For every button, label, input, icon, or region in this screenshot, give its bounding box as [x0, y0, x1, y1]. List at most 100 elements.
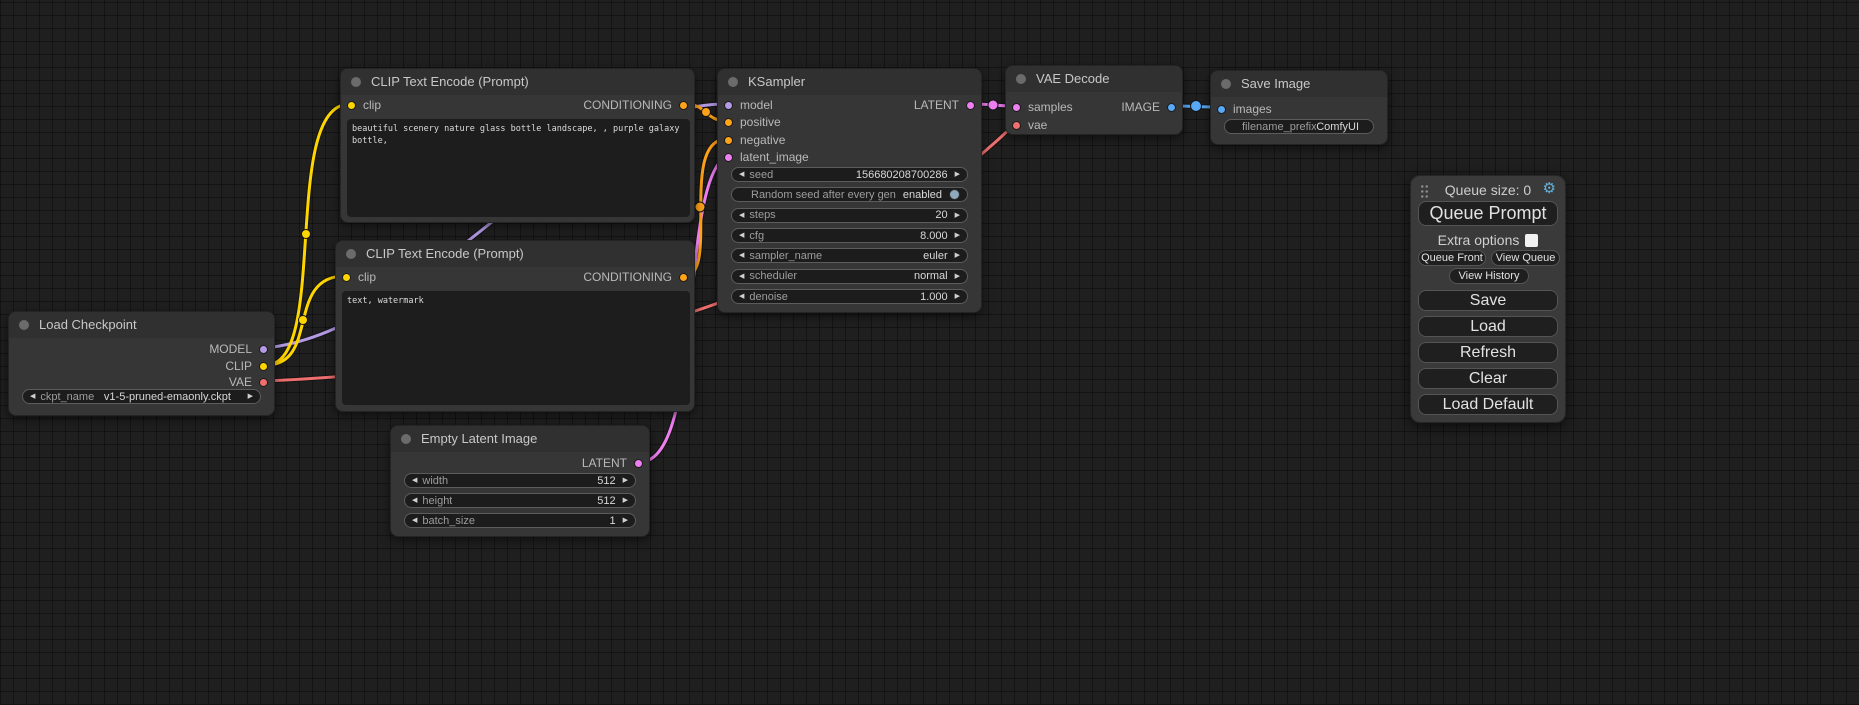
input-pin-negative[interactable]	[724, 135, 733, 145]
output-latent: LATENT	[914, 98, 975, 112]
node-load-checkpoint[interactable]: Load Checkpoint MODEL CLIP VAE ◀ ckpt_na…	[8, 311, 275, 416]
extra-options-row: Extra options	[1411, 232, 1565, 248]
link-dot[interactable]	[298, 315, 308, 325]
collapse-dot-icon[interactable]	[401, 434, 411, 444]
collapse-dot-icon[interactable]	[19, 320, 29, 330]
next-value-icon[interactable]: ▶	[954, 252, 960, 259]
collapse-dot-icon[interactable]	[1016, 74, 1026, 84]
collapse-dot-icon[interactable]	[728, 77, 738, 87]
clear-button[interactable]: Clear	[1418, 368, 1558, 389]
input-pin-vae[interactable]	[1012, 120, 1021, 130]
collapse-dot-icon[interactable]	[346, 249, 356, 259]
collapse-dot-icon[interactable]	[1221, 79, 1231, 89]
output-pin-conditioning[interactable]	[679, 272, 688, 282]
decrement-icon[interactable]: ◀	[412, 497, 418, 504]
output-latent: LATENT	[582, 456, 643, 470]
increment-icon[interactable]: ▶	[954, 171, 960, 178]
decrement-icon[interactable]: ◀	[739, 171, 745, 178]
decrement-icon[interactable]: ◀	[412, 477, 418, 484]
next-value-icon[interactable]: ▶	[954, 272, 960, 280]
widget-ckpt-name[interactable]: ◀ ckpt_name v1-5-pruned-emaonly.ckpt ▶	[22, 389, 261, 404]
refresh-button[interactable]: Refresh	[1418, 342, 1558, 363]
link-dot[interactable]	[701, 107, 711, 117]
widget-height[interactable]: ◀ height 512 ▶	[404, 493, 636, 508]
node-clip-text-encode-positive[interactable]: CLIP Text Encode (Prompt) clip CONDITION…	[340, 68, 695, 223]
widget-seed[interactable]: ◀ seed 156680208700286 ▶	[731, 167, 968, 182]
input-pin-clip[interactable]	[342, 272, 351, 282]
queue-front-button[interactable]: Queue Front	[1418, 250, 1486, 266]
input-pin-positive[interactable]	[724, 117, 733, 127]
widget-denoise[interactable]: ◀ denoise 1.000 ▶	[731, 289, 968, 304]
view-queue-button[interactable]: View Queue	[1491, 250, 1560, 266]
prompt-textarea[interactable]: text, watermark	[342, 291, 690, 405]
output-pin-latent[interactable]	[966, 100, 975, 110]
prev-value-icon[interactable]: ◀	[739, 272, 745, 280]
widget-width[interactable]: ◀ width 512 ▶	[404, 473, 636, 488]
output-pin-model[interactable]	[259, 344, 268, 354]
node-clip-text-encode-negative[interactable]: CLIP Text Encode (Prompt) clip CONDITION…	[335, 240, 695, 412]
widget-sampler-name[interactable]: ◀ sampler_name euler ▶	[731, 248, 968, 263]
link-dot[interactable]	[987, 99, 999, 111]
prompt-textarea[interactable]: beautiful scenery nature glass bottle la…	[347, 119, 690, 217]
node-vae-decode[interactable]: VAE Decode samples vae IMAGE	[1005, 65, 1183, 135]
drag-handle-icon[interactable]	[1420, 184, 1429, 199]
increment-icon[interactable]: ▶	[622, 497, 628, 504]
input-samples: samples	[1012, 100, 1073, 114]
prev-value-icon[interactable]: ◀	[739, 252, 745, 259]
node-title-bar[interactable]: Empty Latent Image	[391, 426, 649, 452]
link-dot[interactable]	[301, 229, 311, 239]
view-history-button[interactable]: View History	[1449, 268, 1529, 284]
output-pin-latent[interactable]	[634, 458, 643, 468]
output-pin-clip[interactable]	[259, 361, 268, 371]
node-title-bar[interactable]: CLIP Text Encode (Prompt)	[336, 241, 694, 267]
node-title-bar[interactable]: KSampler	[718, 69, 981, 95]
next-value-icon[interactable]: ▶	[247, 393, 253, 400]
widget-cfg[interactable]: ◀ cfg 8.000 ▶	[731, 228, 968, 243]
output-pin-vae[interactable]	[259, 377, 268, 387]
node-empty-latent-image[interactable]: Empty Latent Image LATENT ◀ width 512 ▶ …	[390, 425, 650, 537]
increment-icon[interactable]: ▶	[954, 293, 960, 300]
load-button[interactable]: Load	[1418, 316, 1558, 337]
widget-scheduler[interactable]: ◀ scheduler normal ▶	[731, 268, 968, 284]
gear-icon[interactable]: ⚙	[1542, 180, 1556, 197]
prev-value-icon[interactable]: ◀	[30, 393, 36, 400]
collapse-dot-icon[interactable]	[351, 77, 361, 87]
queue-prompt-button[interactable]: Queue Prompt	[1418, 201, 1558, 226]
input-pin-latent-image[interactable]	[724, 152, 733, 162]
widget-random-seed[interactable]: Random seed after every gen enabled	[731, 187, 968, 202]
node-title-bar[interactable]: VAE Decode	[1006, 66, 1182, 92]
input-pin-model[interactable]	[724, 100, 733, 110]
increment-icon[interactable]: ▶	[954, 211, 960, 219]
queue-menu-panel[interactable]: Queue size: 0 ⚙ Queue Prompt Extra optio…	[1410, 175, 1566, 423]
input-pin-images[interactable]	[1217, 104, 1226, 114]
node-ksampler[interactable]: KSampler model positive negative latent_…	[717, 68, 982, 313]
decrement-icon[interactable]: ◀	[739, 232, 745, 239]
decrement-icon[interactable]: ◀	[739, 293, 745, 300]
load-default-button[interactable]: Load Default	[1418, 394, 1558, 415]
link-dot[interactable]	[1190, 100, 1202, 112]
output-pin-image[interactable]	[1167, 102, 1176, 112]
node-title-bar[interactable]: Save Image	[1211, 71, 1387, 97]
widget-filename-prefix[interactable]: filename_prefix ComfyUI	[1224, 119, 1374, 134]
toggle-on-icon[interactable]	[949, 189, 960, 200]
node-title: KSampler	[748, 74, 806, 89]
link-dot[interactable]	[694, 201, 706, 213]
widget-batch-size[interactable]: ◀ batch_size 1 ▶	[404, 513, 636, 528]
output-conditioning: CONDITIONING	[583, 270, 688, 284]
node-title-bar[interactable]: CLIP Text Encode (Prompt)	[341, 69, 694, 95]
output-clip: CLIP	[225, 359, 268, 373]
input-pin-samples[interactable]	[1012, 102, 1021, 112]
increment-icon[interactable]: ▶	[954, 232, 960, 239]
widget-steps[interactable]: ◀ steps 20 ▶	[731, 207, 968, 223]
increment-icon[interactable]: ▶	[622, 517, 628, 524]
input-pin-clip[interactable]	[347, 100, 356, 110]
save-button[interactable]: Save	[1418, 290, 1558, 311]
decrement-icon[interactable]: ◀	[739, 211, 745, 219]
extra-options-checkbox[interactable]	[1525, 234, 1539, 247]
node-save-image[interactable]: Save Image images filename_prefix ComfyU…	[1210, 70, 1388, 145]
increment-icon[interactable]: ▶	[622, 477, 628, 484]
decrement-icon[interactable]: ◀	[412, 517, 418, 524]
node-title-bar[interactable]: Load Checkpoint	[9, 312, 274, 338]
output-pin-conditioning[interactable]	[679, 100, 688, 110]
